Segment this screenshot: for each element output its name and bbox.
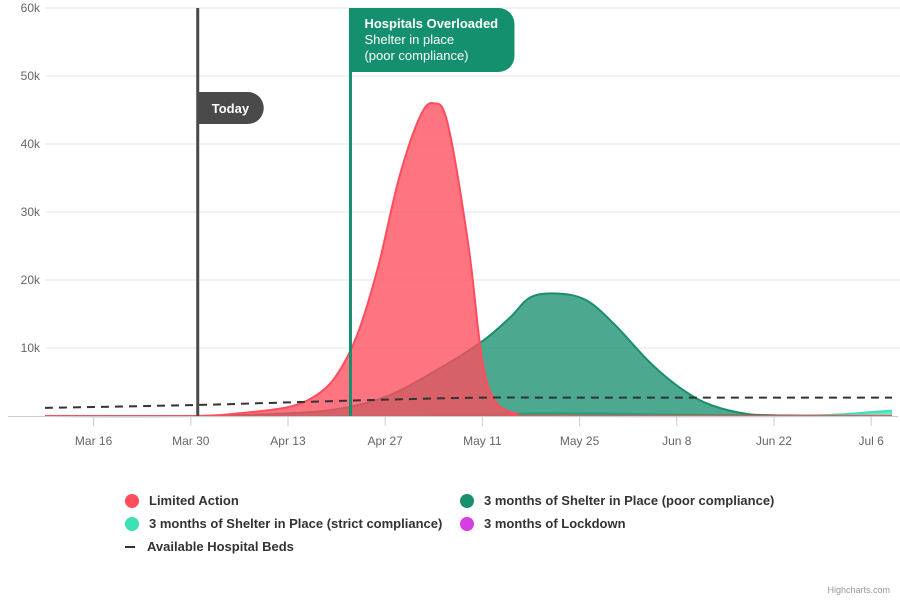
legend-item-shelter-poor[interactable]: 3 months of Shelter in Place (poor compl… [460, 493, 774, 508]
legend-swatch-shelter-strict [125, 516, 139, 531]
y-tick-label: 20k [21, 273, 41, 287]
legend-swatch-hospital-beds [125, 545, 135, 548]
x-tick-label: Mar 30 [172, 434, 210, 448]
line-available-hospital-beds [44, 396, 893, 409]
series-layer [44, 101, 893, 418]
x-tick-label: Jul 6 [858, 434, 884, 448]
y-tick-label: 60k [21, 1, 41, 15]
legend-label: Limited Action [149, 493, 239, 508]
x-tick-label: Apr 13 [270, 434, 306, 448]
legend-swatch-limited-action [125, 493, 139, 508]
overloaded-label-line1: Shelter in place [364, 32, 454, 47]
x-tick-label: Apr 27 [368, 434, 404, 448]
x-tick-label: May 25 [560, 434, 600, 448]
y-tick-label: 10k [21, 341, 41, 355]
today-label: Today [212, 101, 250, 116]
legend-item-shelter-strict[interactable]: 3 months of Shelter in Place (strict com… [125, 516, 442, 531]
y-tick-label: 30k [21, 205, 41, 219]
credits-link[interactable]: Highcharts.com [827, 585, 890, 595]
area-limited-action [45, 102, 892, 417]
legend-label: Available Hospital Beds [147, 539, 294, 554]
overloaded-label-box [350, 8, 515, 72]
x-tick-label: Mar 16 [75, 434, 113, 448]
overloaded-label-line2: (poor compliance) [364, 48, 468, 63]
axis-layer: 10k 20k 30k 40k 50k 60k Mar 16 Mar 30 Apr 13 Apr … [8, 1, 898, 448]
today-label-box [197, 92, 264, 124]
legend-swatch-shelter-poor [460, 493, 474, 508]
legend-label: 3 months of Shelter in Place (poor compl… [484, 493, 775, 508]
line-limited-action [44, 101, 893, 418]
overloaded-label-title: Hospitals Overloaded [364, 16, 498, 31]
x-tick-label: May 11 [463, 434, 502, 448]
legend-label: 3 months of Shelter in Place (strict com… [149, 516, 443, 531]
x-tick-label: Jun 8 [662, 434, 692, 448]
legend-label: 3 months of Lockdown [484, 516, 626, 531]
y-tick-label: 40k [21, 137, 41, 151]
x-tick-label: Jun 22 [756, 434, 792, 448]
y-tick-label: 50k [21, 69, 41, 83]
legend-item-limited-action[interactable]: Limited Action [125, 493, 239, 508]
legend-item-lockdown[interactable]: 3 months of Lockdown [460, 516, 626, 531]
legend-swatch-lockdown [460, 516, 474, 531]
legend-item-hospital-beds[interactable]: Available Hospital Beds [125, 539, 294, 554]
